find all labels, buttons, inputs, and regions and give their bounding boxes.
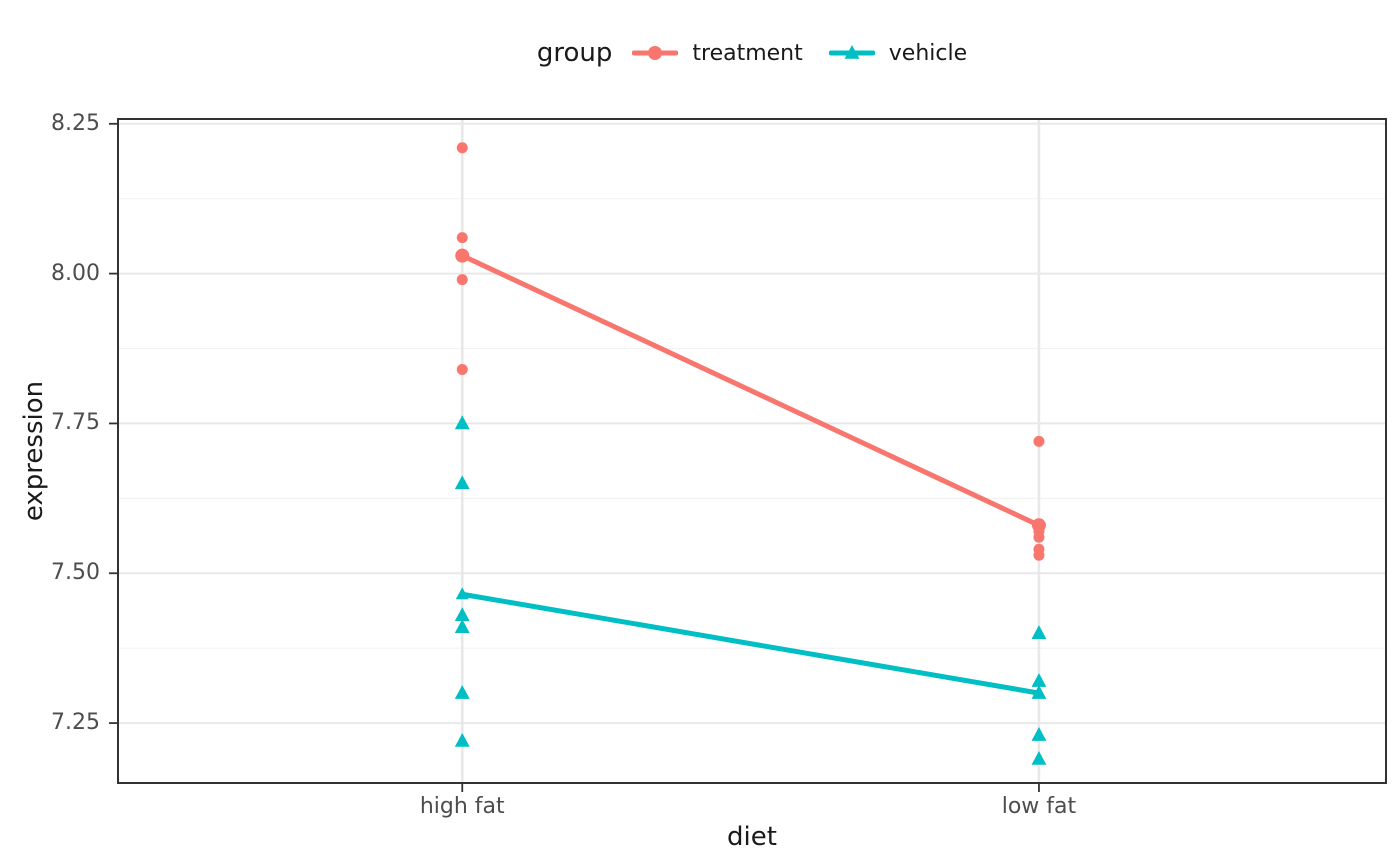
data-point-vehicle — [1031, 727, 1047, 741]
data-point-treatment — [456, 363, 468, 375]
mean-point-vehicle — [1032, 686, 1046, 699]
legend-item-vehicle: vehicle — [828, 38, 968, 68]
data-point-treatment — [456, 232, 468, 244]
y-tick-label: 7.50 — [51, 560, 100, 586]
data-point-vehicle — [1031, 751, 1047, 765]
y-axis-title: expression — [19, 380, 49, 522]
panel-background — [118, 119, 1386, 783]
data-point-treatment — [456, 142, 468, 154]
data-point-vehicle — [454, 415, 470, 430]
data-point-treatment — [456, 274, 468, 286]
mean-point-treatment — [1031, 518, 1046, 533]
x-axis-title: diet — [727, 822, 777, 852]
data-point-treatment — [1033, 549, 1045, 561]
data-point-vehicle — [1031, 673, 1047, 687]
data-point-vehicle — [454, 607, 470, 621]
panel-border — [117, 118, 1387, 784]
legend-label-treatment: treatment — [692, 40, 803, 66]
legend: group treatment vehicle — [118, 33, 1386, 73]
legend-key-triangle — [844, 45, 860, 59]
y-tick-label: 7.75 — [51, 410, 100, 436]
y-tick-label: 8.00 — [51, 260, 100, 286]
data-point-vehicle — [454, 733, 470, 747]
mean-line-treatment — [459, 253, 1042, 528]
data-point-vehicle — [454, 475, 470, 490]
y-tick-label: 8.25 — [51, 110, 100, 136]
mean-point-treatment — [455, 248, 470, 263]
data-point-treatment — [1033, 435, 1045, 447]
y-tick-label: 7.25 — [51, 710, 100, 736]
x-tick-label: low fat — [1001, 794, 1077, 819]
mean-line-vehicle — [459, 591, 1042, 696]
data-point-vehicle — [1031, 625, 1047, 639]
legend-label-vehicle: vehicle — [888, 40, 968, 66]
legend-item-treatment: treatment — [632, 38, 803, 68]
data-point-vehicle — [454, 619, 470, 633]
legend-title: group — [536, 38, 613, 68]
data-point-vehicle — [454, 685, 470, 699]
mean-point-vehicle — [455, 587, 469, 600]
vehicle-line-triangle-icon — [828, 45, 875, 59]
x-tick-label: high fat — [419, 794, 505, 819]
legend-key-circle — [648, 46, 663, 60]
treatment-line-circle-icon — [632, 46, 679, 60]
data-point-treatment — [1033, 531, 1045, 543]
